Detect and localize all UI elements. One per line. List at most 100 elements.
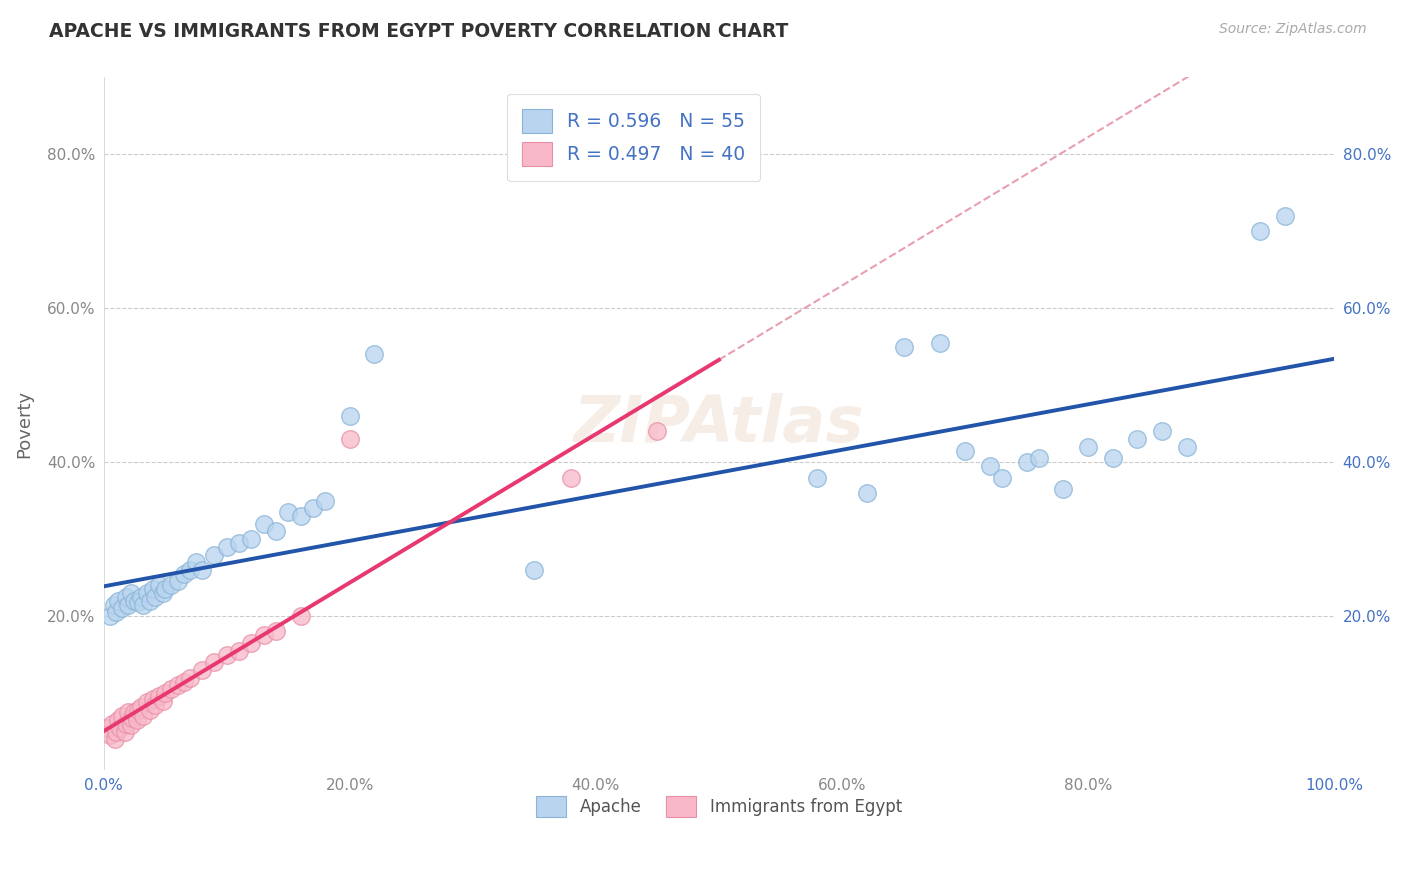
Point	[129, 699, 152, 714]
Point	[302, 501, 325, 516]
Point	[264, 624, 287, 639]
Legend: Apache, Immigrants from Egypt: Apache, Immigrants from Egypt	[530, 789, 908, 824]
Point	[806, 470, 828, 484]
Point	[991, 470, 1014, 484]
Point	[277, 505, 299, 519]
Point	[166, 678, 188, 692]
Point	[240, 532, 263, 546]
Point	[135, 695, 157, 709]
Point	[114, 724, 136, 739]
Point	[103, 598, 125, 612]
Point	[339, 432, 361, 446]
Point	[117, 598, 139, 612]
Point	[979, 458, 1001, 473]
Point	[160, 682, 183, 697]
Point	[191, 563, 214, 577]
Point	[191, 663, 214, 677]
Point	[139, 593, 162, 607]
Point	[132, 598, 155, 612]
Point	[290, 509, 312, 524]
Point	[127, 595, 149, 609]
Point	[107, 713, 129, 727]
Point	[1052, 482, 1074, 496]
Point	[179, 671, 201, 685]
Point	[152, 694, 174, 708]
Point	[363, 347, 385, 361]
Point	[1249, 224, 1271, 238]
Point	[228, 644, 250, 658]
Point	[953, 443, 976, 458]
Point	[215, 540, 238, 554]
Point	[160, 578, 183, 592]
Point	[132, 709, 155, 723]
Point	[107, 593, 129, 607]
Point	[893, 340, 915, 354]
Point	[108, 721, 131, 735]
Point	[148, 578, 170, 592]
Point	[152, 586, 174, 600]
Point	[127, 703, 149, 717]
Point	[290, 609, 312, 624]
Point	[155, 582, 177, 596]
Point	[253, 516, 276, 531]
Point	[314, 493, 336, 508]
Point	[121, 711, 143, 725]
Point	[142, 692, 165, 706]
Point	[125, 713, 148, 727]
Point	[204, 548, 226, 562]
Point	[240, 636, 263, 650]
Point	[111, 709, 134, 723]
Point	[264, 524, 287, 539]
Point	[166, 574, 188, 589]
Point	[339, 409, 361, 423]
Point	[647, 425, 669, 439]
Point	[184, 555, 207, 569]
Point	[1150, 425, 1173, 439]
Point	[253, 628, 276, 642]
Point	[1101, 451, 1123, 466]
Point	[1077, 440, 1099, 454]
Point	[120, 718, 142, 732]
Point	[142, 582, 165, 596]
Point	[1126, 432, 1149, 446]
Point	[173, 674, 195, 689]
Point	[124, 706, 146, 720]
Point	[98, 728, 121, 742]
Text: ZIPAtlas: ZIPAtlas	[574, 392, 865, 455]
Point	[139, 703, 162, 717]
Point	[179, 563, 201, 577]
Point	[111, 601, 134, 615]
Point	[1175, 440, 1198, 454]
Text: Source: ZipAtlas.com: Source: ZipAtlas.com	[1219, 22, 1367, 37]
Text: APACHE VS IMMIGRANTS FROM EGYPT POVERTY CORRELATION CHART: APACHE VS IMMIGRANTS FROM EGYPT POVERTY …	[49, 22, 789, 41]
Point	[929, 335, 952, 350]
Point	[98, 609, 121, 624]
Point	[124, 593, 146, 607]
Point	[173, 566, 195, 581]
Point	[855, 486, 877, 500]
Point	[523, 563, 546, 577]
Point	[1015, 455, 1038, 469]
Y-axis label: Poverty: Poverty	[15, 390, 32, 458]
Point	[129, 590, 152, 604]
Point	[1274, 209, 1296, 223]
Point	[104, 732, 127, 747]
Point	[204, 655, 226, 669]
Point	[560, 470, 582, 484]
Point	[135, 586, 157, 600]
Point	[120, 586, 142, 600]
Point	[228, 536, 250, 550]
Point	[105, 724, 128, 739]
Point	[155, 686, 177, 700]
Point	[105, 605, 128, 619]
Point	[148, 689, 170, 703]
Point	[117, 706, 139, 720]
Point	[1028, 451, 1050, 466]
Point	[145, 590, 167, 604]
Point	[145, 698, 167, 712]
Point	[96, 721, 118, 735]
Point	[115, 590, 138, 604]
Point	[101, 716, 124, 731]
Point	[215, 648, 238, 662]
Point	[115, 716, 138, 731]
